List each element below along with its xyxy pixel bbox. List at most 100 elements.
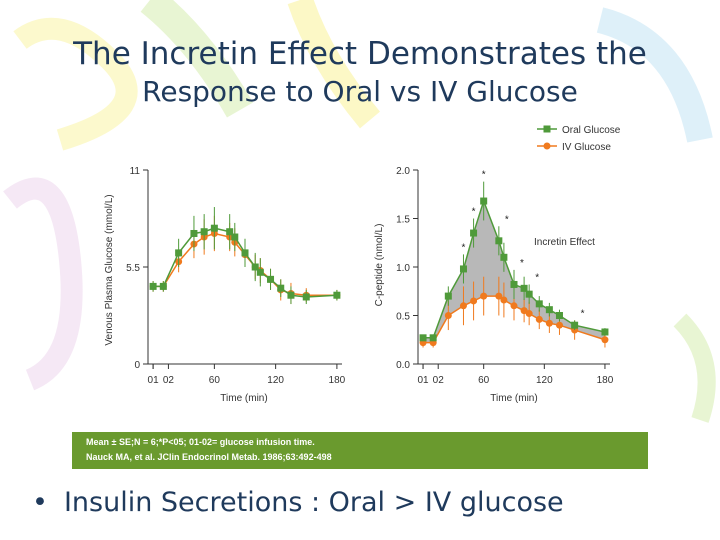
glucose-oral-point [241, 249, 249, 257]
significance-star: * [482, 170, 486, 181]
glucose-oral-point [231, 233, 239, 241]
cpeptide-oral-point [459, 265, 467, 273]
swirl-yellow-left [13, 17, 138, 151]
cpeptide-iv-point [601, 336, 609, 344]
glucose-infusion-tick-label: 02 [163, 375, 175, 386]
bullet-text: Insulin Secretions : Oral > IV glucose [63, 487, 564, 518]
glucose-oral-point [200, 228, 208, 236]
chart-legend: Oral Glucose IV Glucose [537, 125, 621, 153]
cpeptide-significance: * * * * * * * [462, 170, 585, 320]
swirl-pink-left [3, 177, 83, 391]
glucose-infusion-tick-label: 01 [148, 375, 160, 386]
cpeptide-x-tick-label: 120 [536, 375, 553, 386]
cpeptide-iv-line [423, 295, 606, 344]
cpeptide-y-axis-label: C-peptide (nmol/L) [374, 224, 385, 307]
cpeptide-iv-point [535, 315, 543, 323]
glucose-axes: 0 5.5 11 60 120 180 01 02 [126, 166, 346, 386]
significance-star: * [462, 242, 466, 253]
glucose-y-tick-label: 11 [130, 166, 141, 177]
cpeptide-x-axis-label: Time (min) [490, 393, 537, 404]
glucose-y-axis-label: Venous Plasma Glucose (mmol/L) [104, 194, 115, 345]
glucose-series [149, 207, 341, 305]
cpeptide-iv-point [495, 292, 503, 300]
cpeptide-iv-point [525, 310, 533, 318]
glucose-oral-point [302, 293, 310, 301]
cpeptide-iv-point [545, 319, 553, 327]
cpeptide-y-tick-label: 1.5 [396, 215, 410, 226]
glucose-oral-point [267, 275, 275, 283]
glucose-x-tick-label: 60 [209, 375, 221, 386]
swirl-yellow-top [287, 0, 380, 129]
cpeptide-oral-point [500, 253, 508, 261]
legend-iv-label: IV Glucose [562, 142, 611, 153]
swirl-blue-right [596, 7, 713, 143]
cpeptide-iv-point [459, 302, 467, 310]
significance-star: * [535, 272, 539, 283]
cpeptide-oral-point [495, 237, 503, 245]
cpeptide-oral-point [525, 290, 533, 298]
slide-title-line1: The Incretin Effect Demonstrates the [73, 36, 647, 72]
swirl-green-top [140, 0, 254, 118]
cpeptide-y-tick-label: 0.0 [396, 360, 410, 371]
cpeptide-infusion-tick-label: 01 [417, 375, 429, 386]
glucose-oral-line [153, 227, 337, 298]
chart-glucose: Venous Plasma Glucose (mmol/L) Time (min… [104, 166, 346, 404]
cpeptide-oral-point [419, 334, 427, 342]
cpeptide-oral-point [601, 328, 609, 336]
cpeptide-y-tick-label: 0.5 [396, 312, 410, 323]
incretin-effect-annotation: Incretin Effect [534, 237, 595, 248]
glucose-oral-point [190, 229, 198, 237]
cpeptide-axes: 0.0 0.5 1.0 1.5 2.0 60 120 180 01 02 [396, 166, 614, 386]
cpeptide-iv-point [480, 292, 488, 300]
cpeptide-oral-line [423, 198, 606, 339]
cpeptide-iv-point [500, 296, 508, 304]
cpeptide-x-tick-label: 60 [478, 375, 490, 386]
legend-oral-label: Oral Glucose [562, 125, 621, 136]
glucose-oral-point [226, 228, 234, 236]
glucose-x-axis-label: Time (min) [220, 393, 267, 404]
citation-box: Mean ± SE;N = 6;*P<05; 01-02= glucose in… [72, 432, 648, 469]
significance-star: * [505, 214, 509, 225]
cpeptide-series [419, 181, 609, 348]
significance-star: * [472, 207, 476, 218]
cpeptide-x-tick-label: 180 [597, 375, 614, 386]
cpeptide-oral-point [571, 321, 579, 329]
glucose-oral-point [287, 291, 295, 299]
cpeptide-oral-point [545, 306, 553, 314]
cpeptide-infusion-tick-label: 02 [433, 375, 445, 386]
cpeptide-iv-point [510, 302, 518, 310]
legend-iv-marker [543, 142, 551, 150]
glucose-oral-point [159, 282, 167, 290]
cpeptide-oral-point [520, 284, 528, 292]
footnote-stats: Mean ± SE;N = 6;*P<05; 01-02= glucose in… [86, 437, 315, 447]
glucose-oral-point [149, 282, 157, 290]
cpeptide-iv-point [520, 307, 528, 315]
glucose-oral-point [210, 224, 218, 232]
cpeptide-iv-point [470, 297, 478, 305]
cpeptide-oral-point [555, 312, 563, 319]
chart-cpeptide: C-peptide (nmol/L) Time (min) Incretin E… [374, 166, 614, 404]
significance-star: * [520, 258, 524, 269]
glucose-x-tick-label: 120 [267, 375, 284, 386]
bullet-symbol: • [32, 487, 48, 518]
cpeptide-y-tick-label: 1.0 [396, 263, 410, 274]
glucose-oral-point [333, 291, 341, 299]
glucose-oral-point [175, 249, 183, 257]
swirl-green-right [673, 313, 716, 423]
cpeptide-oral-point [480, 197, 488, 205]
glucose-y-tick-label: 0 [134, 360, 140, 371]
glucose-oral-point [256, 268, 264, 276]
glucose-x-tick-label: 180 [329, 375, 346, 386]
cpeptide-iv-point [555, 321, 563, 329]
legend-oral-marker [543, 125, 551, 133]
cpeptide-y-tick-label: 2.0 [396, 166, 410, 177]
bullet-point: • Insulin Secretions : Oral > IV glucose [32, 487, 564, 518]
glucose-oral-point [251, 263, 259, 271]
cpeptide-oral-point [470, 229, 478, 237]
cpeptide-oral-point [429, 334, 437, 342]
cpeptide-iv-point [444, 312, 452, 319]
cpeptide-oral-point [510, 280, 518, 288]
cpeptide-oral-point [444, 292, 452, 300]
